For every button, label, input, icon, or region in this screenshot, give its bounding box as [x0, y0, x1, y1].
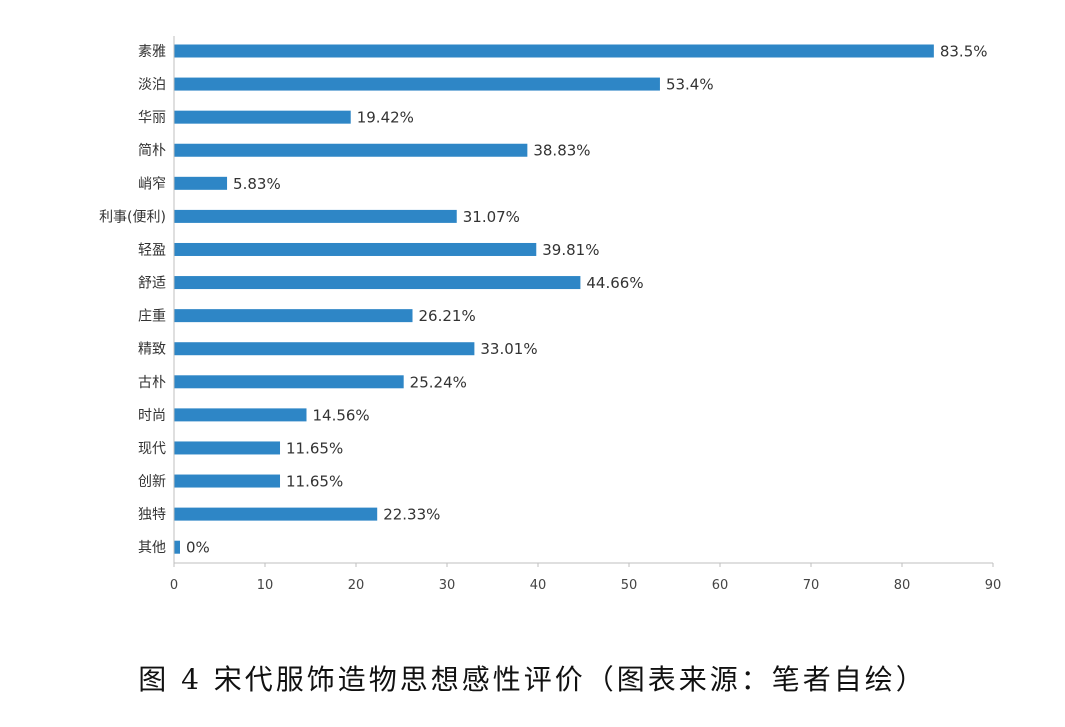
value-label: 5.83% — [233, 175, 281, 193]
value-label: 83.5% — [940, 43, 988, 61]
value-label: 22.33% — [383, 506, 440, 524]
value-label: 53.4% — [666, 76, 714, 94]
bars-group — [174, 44, 934, 554]
value-label: 38.83% — [533, 142, 590, 160]
bar-14 — [174, 507, 378, 521]
x-tick-label: 80 — [894, 578, 911, 593]
category-label: 创新 — [138, 474, 166, 490]
category-label: 淡泊 — [138, 77, 166, 93]
bar-11 — [174, 408, 307, 422]
category-label: 素雅 — [138, 44, 166, 60]
category-label: 舒适 — [138, 276, 166, 292]
bar-6 — [174, 242, 537, 256]
bar-13 — [174, 474, 281, 488]
value-label: 0% — [186, 539, 210, 557]
axis-group: 0 10 20 30 40 50 60 70 80 90 — [170, 36, 1001, 593]
bar-15 — [174, 540, 180, 554]
category-label: 轻盈 — [138, 242, 166, 258]
x-tick-label: 90 — [985, 578, 1002, 593]
bar-1 — [174, 77, 660, 91]
category-label: 精致 — [138, 342, 166, 358]
value-label: 33.01% — [480, 340, 537, 358]
x-tick-label: 30 — [439, 578, 456, 593]
bar-3 — [174, 143, 528, 157]
category-label: 庄重 — [138, 308, 166, 325]
x-tick-label: 20 — [348, 578, 365, 593]
category-label: 时尚 — [138, 408, 166, 424]
chart-area: 素雅淡泊华丽简朴峭窄利事(便利) 轻盈舒适庄重精致古朴时尚现代创新独特其他 83.… — [99, 36, 1001, 593]
value-label: 11.65% — [286, 439, 343, 457]
bar-10 — [174, 375, 404, 389]
category-label: 华丽 — [138, 110, 166, 126]
category-label: 古朴 — [138, 375, 166, 391]
category-label: 现代 — [138, 441, 166, 457]
bar-9 — [174, 342, 475, 356]
x-tick-label: 70 — [803, 578, 820, 593]
x-tick-label: 40 — [530, 578, 547, 593]
category-label: 峭窄 — [138, 175, 166, 192]
value-labels-group: 83.5% 53.4% 19.42% 38.83% 5.83% 31.07% 39.81% 4… — [186, 43, 988, 557]
value-label: 26.21% — [419, 307, 476, 325]
bar-4 — [174, 176, 228, 190]
category-label: 其他 — [138, 540, 166, 556]
bar-5 — [174, 209, 457, 223]
x-tick-label: 50 — [621, 578, 638, 593]
value-label: 19.42% — [357, 109, 414, 127]
x-tick-label: 60 — [712, 578, 729, 593]
figure-caption: 图 4 宋代服饰造物思想感性评价（图表来源：笔者自绘） — [138, 663, 927, 696]
category-label: 简朴 — [138, 142, 166, 159]
value-label: 39.81% — [542, 241, 599, 259]
bar-0 — [174, 44, 934, 58]
category-label: 利事(便利) — [99, 209, 166, 225]
bar-8 — [174, 309, 413, 323]
value-label: 25.24% — [410, 373, 467, 391]
x-tick-label: 0 — [170, 578, 178, 593]
value-label: 14.56% — [312, 406, 369, 424]
category-label: 独特 — [138, 507, 166, 523]
x-tick-label: 10 — [257, 578, 274, 593]
value-label: 11.65% — [286, 473, 343, 491]
value-label: 31.07% — [463, 208, 520, 226]
value-label: 44.66% — [586, 274, 643, 292]
bar-12 — [174, 441, 281, 455]
bar-7 — [174, 276, 581, 290]
bar-2 — [174, 110, 351, 124]
